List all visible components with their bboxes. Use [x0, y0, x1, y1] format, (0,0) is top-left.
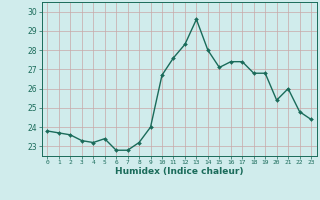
X-axis label: Humidex (Indice chaleur): Humidex (Indice chaleur)	[115, 167, 244, 176]
